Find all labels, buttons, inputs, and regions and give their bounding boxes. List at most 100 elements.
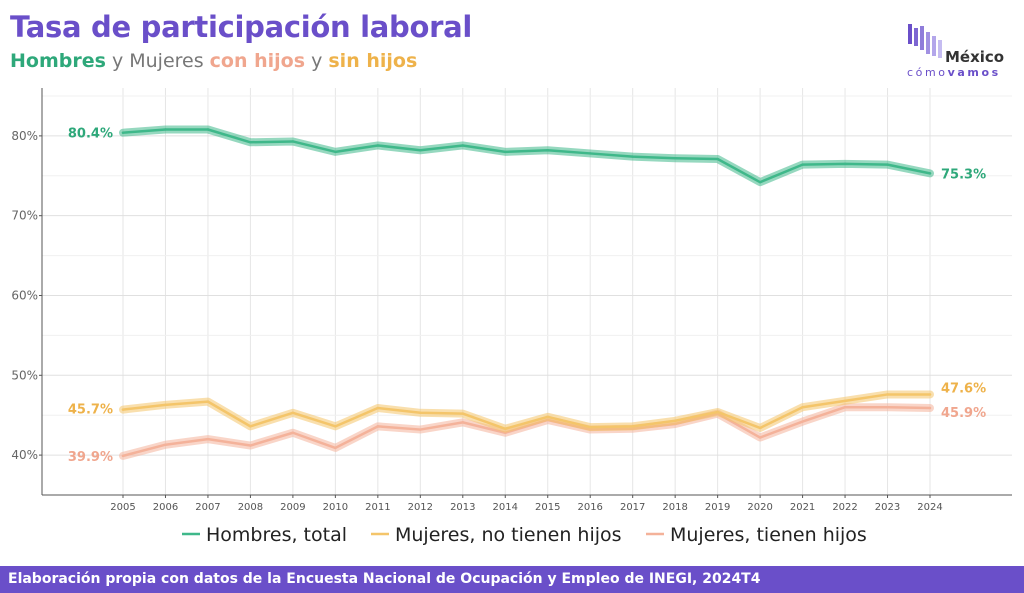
start-label-con_hijos: 39.9%	[68, 450, 113, 465]
data-point-no_hijos-2017	[631, 425, 634, 428]
data-point-con_hijos-2022	[843, 406, 847, 409]
x-tick-label-2011: 2011	[365, 502, 390, 513]
data-point-hombres-2005	[121, 131, 125, 134]
x-tick-label-2018: 2018	[662, 502, 687, 513]
x-tick-label-2008: 2008	[238, 502, 263, 513]
data-point-hombres-2011	[376, 144, 380, 147]
data-point-hombres-2008	[249, 141, 252, 144]
logo-sub-b: vamos	[947, 66, 1001, 79]
data-point-con_hijos-2005	[121, 454, 125, 458]
line-chart: 40% 50% 60% 70% 80% 2005 2006 2007 2008 2009 2010 2…	[11, 88, 1012, 546]
subtitle-sin-hijos: sin hijos	[328, 50, 418, 72]
data-point-no_hijos-2019	[716, 410, 719, 414]
y-tick-label-70: 70%	[11, 209, 38, 223]
x-tick-label-2012: 2012	[408, 502, 433, 513]
data-point-con_hijos-2008	[249, 444, 252, 447]
data-point-no_hijos-2013	[461, 412, 464, 415]
data-point-hombres-2013	[461, 144, 464, 147]
y-tick-label-60: 60%	[11, 288, 38, 302]
x-tick-label-2023: 2023	[875, 502, 900, 513]
data-point-hombres-2016	[589, 152, 592, 155]
data-point-con_hijos-2006	[164, 443, 167, 446]
legend-label-no_hijos: Mujeres, no tienen hijos	[395, 524, 622, 546]
data-point-hombres-2015	[546, 149, 549, 152]
data-point-no_hijos-2023	[886, 393, 889, 396]
subtitle-sep-2: y	[305, 50, 329, 72]
x-tick-label-2014: 2014	[493, 502, 518, 513]
data-point-no_hijos-2024	[928, 393, 932, 396]
data-point-con_hijos-2010	[334, 446, 337, 450]
data-point-no_hijos-2020	[758, 426, 762, 430]
data-point-no_hijos-2008	[249, 425, 252, 428]
end-label-con_hijos: 45.9%	[941, 406, 986, 421]
x-tick-label-2024: 2024	[917, 502, 942, 513]
x-tick-label-2009: 2009	[280, 502, 305, 513]
data-point-no_hijos-2021	[801, 406, 804, 409]
data-point-hombres-2010	[334, 150, 337, 154]
end-label-hombres: 75.3%	[941, 167, 986, 182]
x-tick-label-2017: 2017	[620, 502, 645, 513]
y-tick-label-50: 50%	[11, 368, 38, 382]
legend-label-hombres: Hombres, total	[206, 524, 347, 546]
page-subtitle: Hombres y Mujeres con hijos y sin hijos	[10, 50, 417, 72]
x-tick-label-2010: 2010	[323, 502, 348, 513]
mexico-como-vamos-logo: México cómovamos	[905, 22, 1020, 82]
x-tick-label-2015: 2015	[535, 502, 560, 513]
data-point-hombres-2023	[886, 163, 889, 166]
data-point-hombres-2022	[843, 162, 847, 166]
data-point-hombres-2007	[206, 128, 210, 131]
data-point-hombres-2024	[928, 172, 932, 175]
logo-name: México	[945, 48, 1005, 66]
data-point-no_hijos-2009	[291, 411, 295, 415]
source-footer: Elaboración propia con datos de la Encue…	[0, 566, 1024, 593]
data-point-con_hijos-2007	[206, 437, 210, 441]
x-tick-label-2005: 2005	[110, 502, 135, 513]
data-point-con_hijos-2023	[886, 406, 889, 409]
data-point-no_hijos-2018	[673, 419, 677, 422]
logo-bars-icon	[908, 24, 942, 58]
legend-label-con_hijos: Mujeres, tienen hijos	[670, 524, 867, 546]
x-tick-label-2020: 2020	[747, 502, 772, 513]
data-point-hombres-2012	[419, 149, 422, 152]
data-point-no_hijos-2010	[334, 425, 337, 428]
data-point-no_hijos-2005	[121, 408, 125, 411]
x-tick-label-2019: 2019	[705, 502, 730, 513]
data-point-hombres-2020	[758, 180, 762, 184]
end-label-no_hijos: 47.6%	[941, 381, 986, 396]
series-line-hombres	[121, 128, 932, 184]
series-band-con_hijos	[119, 403, 934, 460]
x-tick-label-2022: 2022	[832, 502, 857, 513]
data-point-con_hijos-2011	[376, 425, 380, 428]
subtitle-con-hijos: con hijos	[209, 50, 306, 72]
data-point-con_hijos-2020	[758, 436, 762, 439]
data-point-no_hijos-2007	[206, 400, 210, 403]
start-label-no_hijos: 45.7%	[68, 403, 113, 418]
x-tick-label-2007: 2007	[195, 502, 220, 513]
subtitle-sep-1: y Mujeres	[105, 50, 210, 72]
data-point-no_hijos-2022	[843, 399, 847, 403]
data-point-con_hijos-2024	[928, 406, 932, 410]
data-point-hombres-2006	[164, 128, 167, 131]
data-point-hombres-2009	[291, 140, 295, 143]
subtitle-hombres: Hombres	[10, 50, 106, 72]
data-point-no_hijos-2014	[504, 427, 507, 430]
y-tick-label-40: 40%	[11, 448, 38, 462]
x-tick-label-2013: 2013	[450, 502, 475, 513]
x-tick-label-2006: 2006	[153, 502, 178, 513]
data-point-no_hijos-2016	[589, 425, 592, 429]
data-point-no_hijos-2006	[164, 403, 167, 407]
series-line-no_hijos	[121, 393, 932, 431]
data-point-con_hijos-2009	[291, 431, 295, 434]
logo-sub-a: cómo	[907, 66, 948, 79]
series-band-hombres	[119, 125, 934, 187]
data-point-hombres-2018	[673, 157, 677, 160]
data-point-no_hijos-2012	[419, 411, 422, 415]
data-point-no_hijos-2015	[546, 415, 549, 418]
x-tick-label-2016: 2016	[577, 502, 602, 513]
x-tick-label-2021: 2021	[790, 502, 815, 513]
y-tick-label-80: 80%	[11, 129, 38, 143]
data-point-no_hijos-2011	[376, 406, 380, 410]
data-point-hombres-2014	[504, 150, 507, 154]
data-point-hombres-2019	[716, 157, 719, 161]
start-label-hombres: 80.4%	[68, 127, 113, 142]
